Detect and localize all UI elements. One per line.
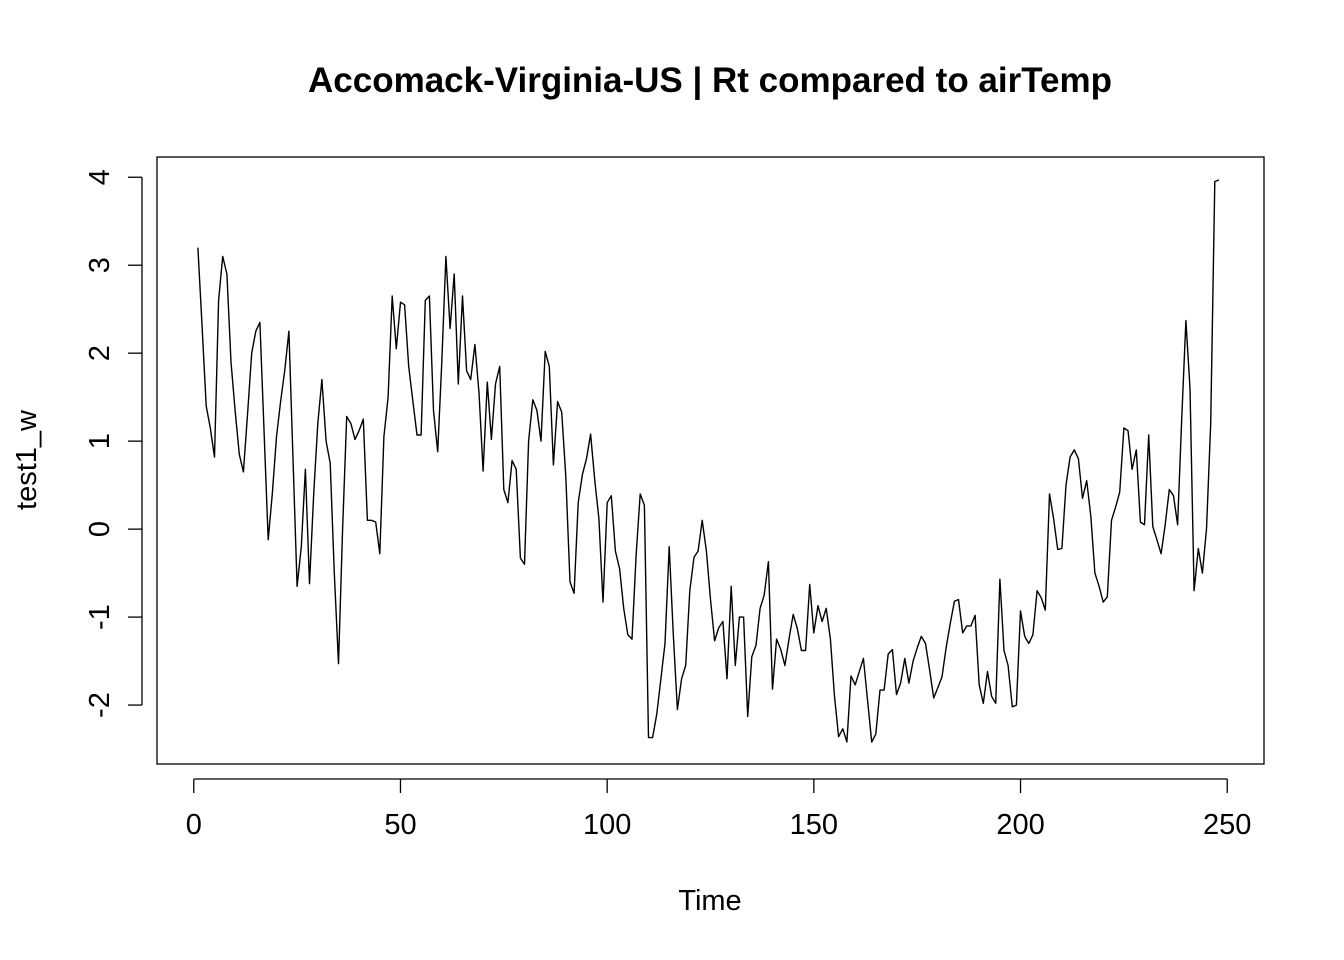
x-axis: 0 50 100 150 200 250 [186, 779, 1252, 841]
x-tick-label: 50 [384, 809, 416, 841]
y-tick-label: -1 [84, 604, 116, 630]
y-tick-label: 2 [84, 345, 116, 361]
y-tick-label: 4 [84, 169, 116, 185]
x-tick-label: 200 [996, 809, 1044, 841]
y-tick-label: 3 [84, 257, 116, 273]
x-tick-label: 0 [186, 809, 202, 841]
y-tick-label: 0 [84, 521, 116, 537]
y-tick-label: -2 [84, 692, 116, 718]
y-axis-title: test1_w [11, 409, 43, 510]
x-tick-label: 100 [583, 809, 631, 841]
y-axis: -2 -1 0 1 2 3 4 [84, 169, 142, 718]
x-tick-label: 150 [790, 809, 838, 841]
chart-title: Accomack-Virginia-US | Rt compared to ai… [308, 61, 1112, 100]
y-tick-label: 1 [84, 433, 116, 449]
x-tick-label: 250 [1203, 809, 1251, 841]
series-line [198, 180, 1219, 742]
plot-frame [157, 157, 1264, 764]
x-axis-title: Time [678, 885, 741, 917]
